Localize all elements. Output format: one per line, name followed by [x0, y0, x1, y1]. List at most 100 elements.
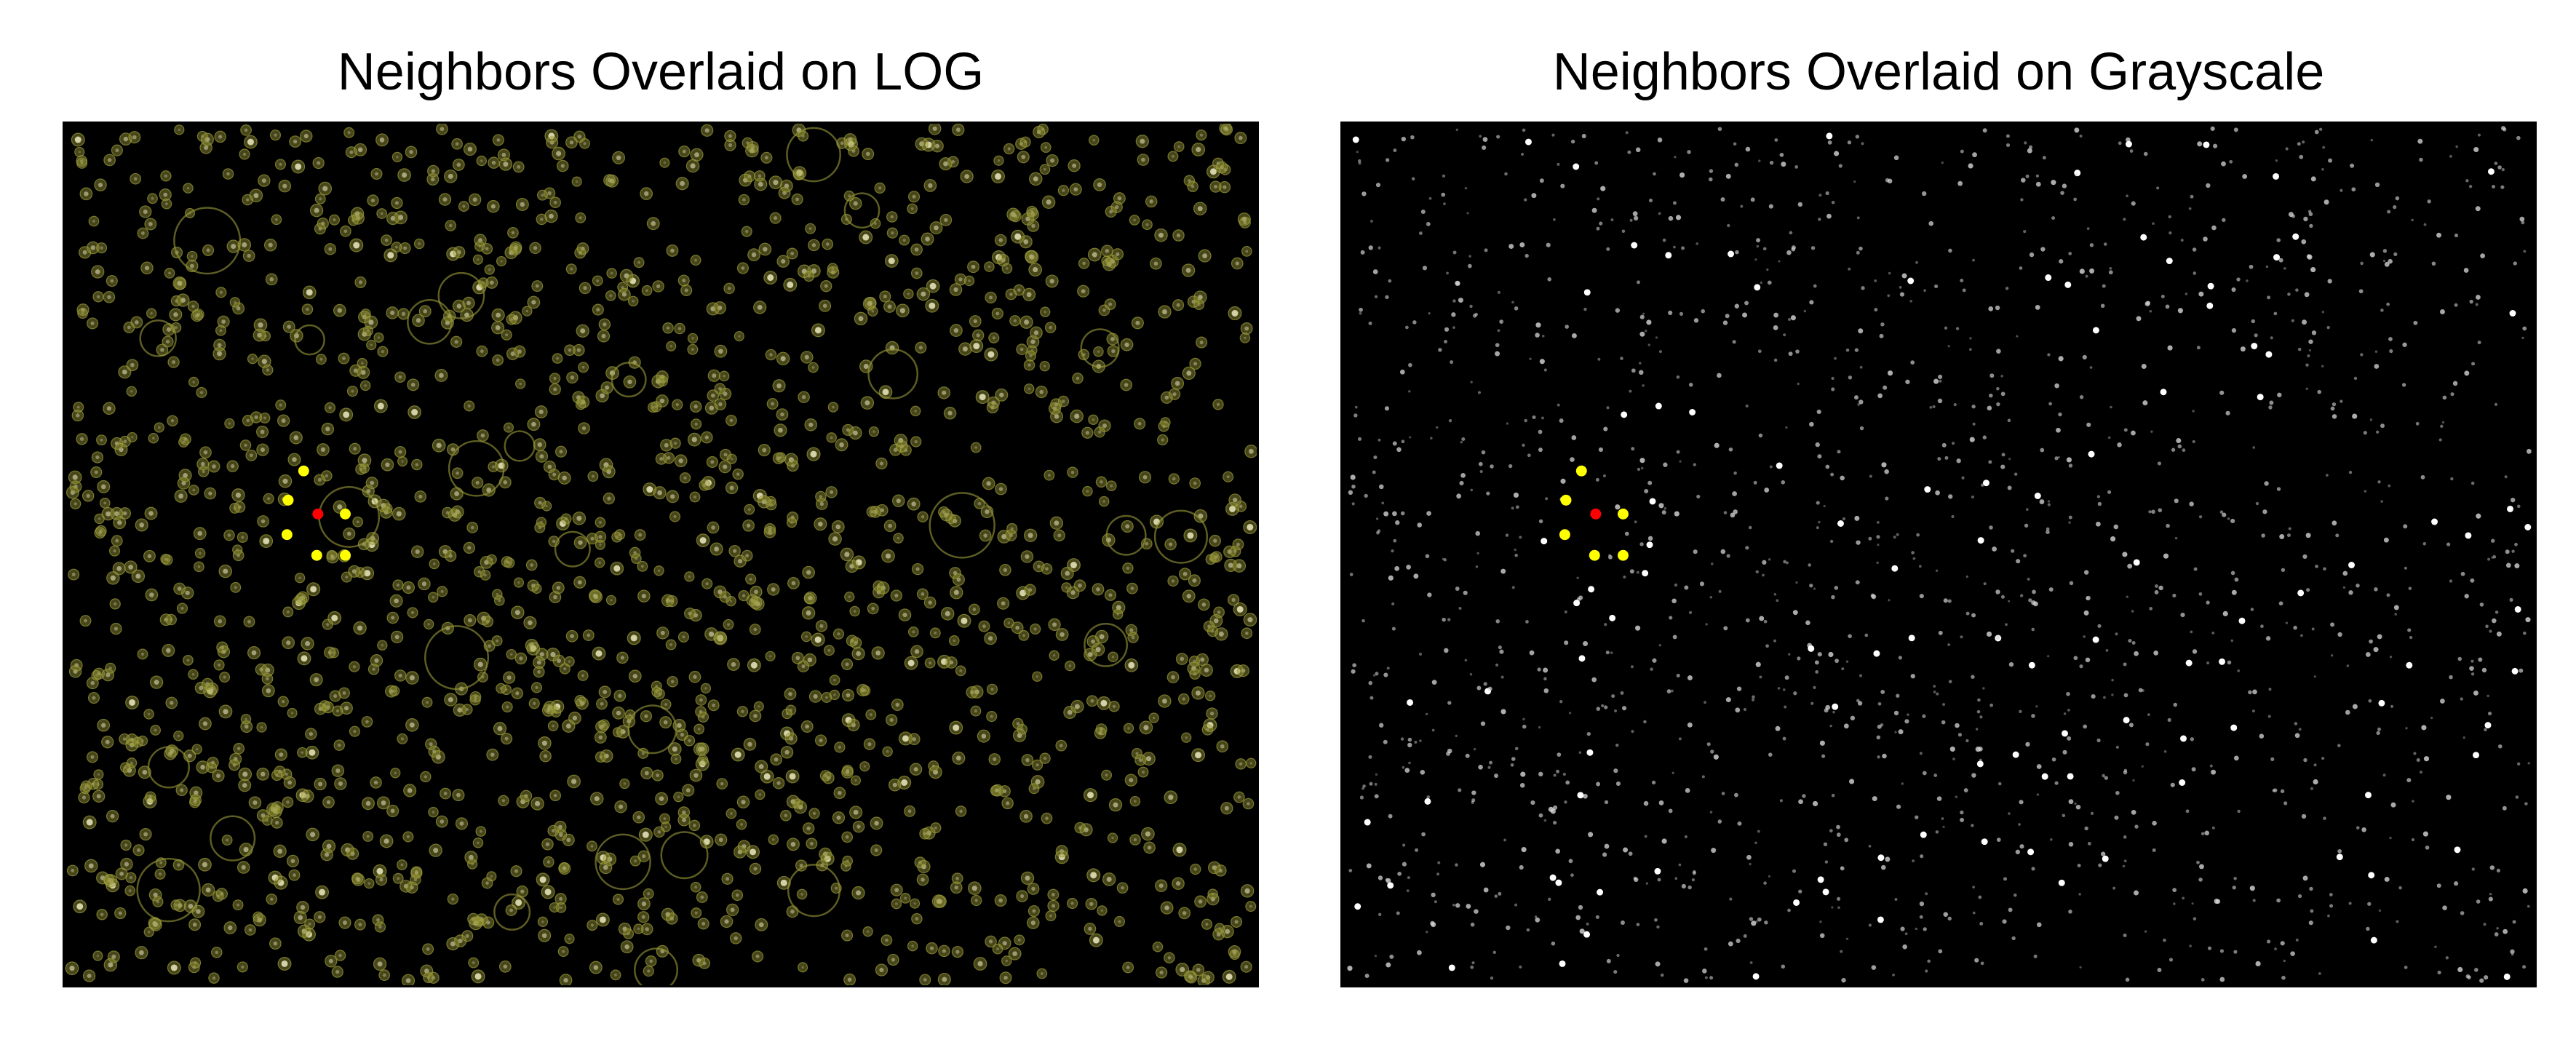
fluorescent-spot [2003, 877, 2008, 881]
blob-circle [1188, 655, 1201, 667]
fluorescent-spot [910, 207, 914, 210]
fluorescent-spot [1087, 792, 1094, 799]
blob-circle [165, 613, 177, 626]
fluorescent-spot [837, 632, 840, 636]
fluorescent-spot [306, 307, 309, 311]
fluorescent-spot [2307, 254, 2313, 260]
blob-circle [815, 620, 828, 632]
blob-circle [627, 631, 641, 645]
blob-circle [1070, 409, 1084, 423]
fluorescent-spot [181, 480, 186, 486]
blob-circle [237, 238, 252, 252]
blob-circle [557, 471, 571, 485]
fluorescent-spot [720, 781, 724, 786]
fluorescent-spot [2012, 751, 2019, 758]
fluorescent-spot [1167, 956, 1172, 960]
fluorescent-spot [1745, 618, 1750, 623]
fluorescent-spot [1249, 448, 1254, 454]
fluorescent-spot [2000, 375, 2003, 378]
fluorescent-spot [547, 191, 552, 196]
blob-circle [1047, 899, 1060, 912]
fluorescent-spot [2005, 143, 2011, 148]
fluorescent-spot [2163, 938, 2166, 942]
fluorescent-spot [1601, 704, 1605, 708]
fluorescent-spot [1473, 747, 1476, 751]
fluorescent-spot [1470, 965, 1474, 969]
blob-circle [173, 582, 186, 595]
fluorescent-spot [373, 780, 378, 785]
fluorescent-spot [480, 433, 485, 438]
fluorescent-spot [729, 485, 734, 490]
fluorescent-spot [2068, 799, 2074, 805]
blob-circle [1129, 834, 1141, 846]
blob-circle [84, 859, 98, 873]
fluorescent-spot [891, 231, 894, 235]
fluorescent-spot [246, 418, 250, 423]
fluorescent-spot [107, 158, 112, 162]
fluorescent-spot [2231, 287, 2236, 293]
blob-circle [189, 794, 202, 806]
neighbor-marker [311, 549, 322, 561]
fluorescent-spot [1451, 312, 1456, 317]
fluorescent-spot [1200, 657, 1205, 662]
blob-circle [1230, 664, 1244, 678]
blob-circle [1028, 263, 1043, 277]
fluorescent-spot [1842, 517, 1846, 521]
fluorescent-spot [2407, 628, 2412, 632]
blob-circle [1049, 650, 1060, 661]
fluorescent-spot [2274, 947, 2277, 951]
blob-circle [827, 402, 839, 413]
fluorescent-spot [330, 554, 335, 560]
fluorescent-spot [76, 405, 80, 409]
fluorescent-spot [790, 910, 795, 914]
fluorescent-spot [974, 899, 978, 902]
fluorescent-spot [1649, 498, 1656, 505]
blob-circle [444, 170, 458, 183]
blob-circle [808, 362, 819, 373]
fluorescent-spot [1499, 319, 1504, 325]
fluorescent-spot [1818, 520, 1821, 524]
blob-circle [1032, 671, 1043, 682]
blob-circle [373, 399, 388, 413]
fluorescent-spot [541, 740, 547, 746]
fluorescent-spot [1032, 909, 1036, 913]
blob-circle [1241, 246, 1252, 257]
fluorescent-spot [1788, 318, 1792, 322]
blob-circle [744, 504, 755, 515]
fluorescent-spot [1830, 472, 1834, 477]
blob-circle [745, 573, 757, 585]
blob-circle [834, 741, 846, 753]
blob-circle [488, 156, 500, 169]
fluorescent-spot [410, 610, 415, 614]
fluorescent-spot [2463, 268, 2469, 273]
fluorescent-spot [2206, 661, 2210, 665]
blob-circle [244, 135, 258, 149]
fluorescent-spot [2259, 733, 2265, 739]
fluorescent-spot [263, 538, 270, 545]
fluorescent-spot [1976, 760, 1984, 768]
fluorescent-spot [1834, 586, 1839, 590]
fluorescent-spot [1960, 279, 1964, 282]
fluorescent-spot [1877, 701, 1882, 706]
fluorescent-spot [2513, 261, 2517, 266]
blob-circle [177, 477, 191, 490]
blob-circle [907, 191, 921, 203]
fluorescent-spot [191, 672, 195, 676]
fluorescent-spot [1468, 255, 1471, 258]
fluorescent-spot [1594, 161, 1599, 165]
blob-circle [242, 194, 253, 206]
fluorescent-spot [1014, 233, 1022, 240]
blob-circle [737, 840, 751, 853]
fluorescent-spot [533, 246, 538, 250]
fluorescent-spot [2492, 185, 2496, 189]
fluorescent-spot [534, 800, 541, 807]
blob-circle [1182, 589, 1196, 603]
blob-circle [259, 412, 271, 423]
fluorescent-spot [1519, 783, 1525, 788]
fluorescent-spot [495, 325, 501, 330]
fluorescent-spot [2019, 594, 2024, 597]
fluorescent-spot [959, 809, 963, 814]
fluorescent-spot [1564, 800, 1567, 804]
blob-circle [180, 586, 194, 600]
fluorescent-spot [718, 349, 723, 354]
